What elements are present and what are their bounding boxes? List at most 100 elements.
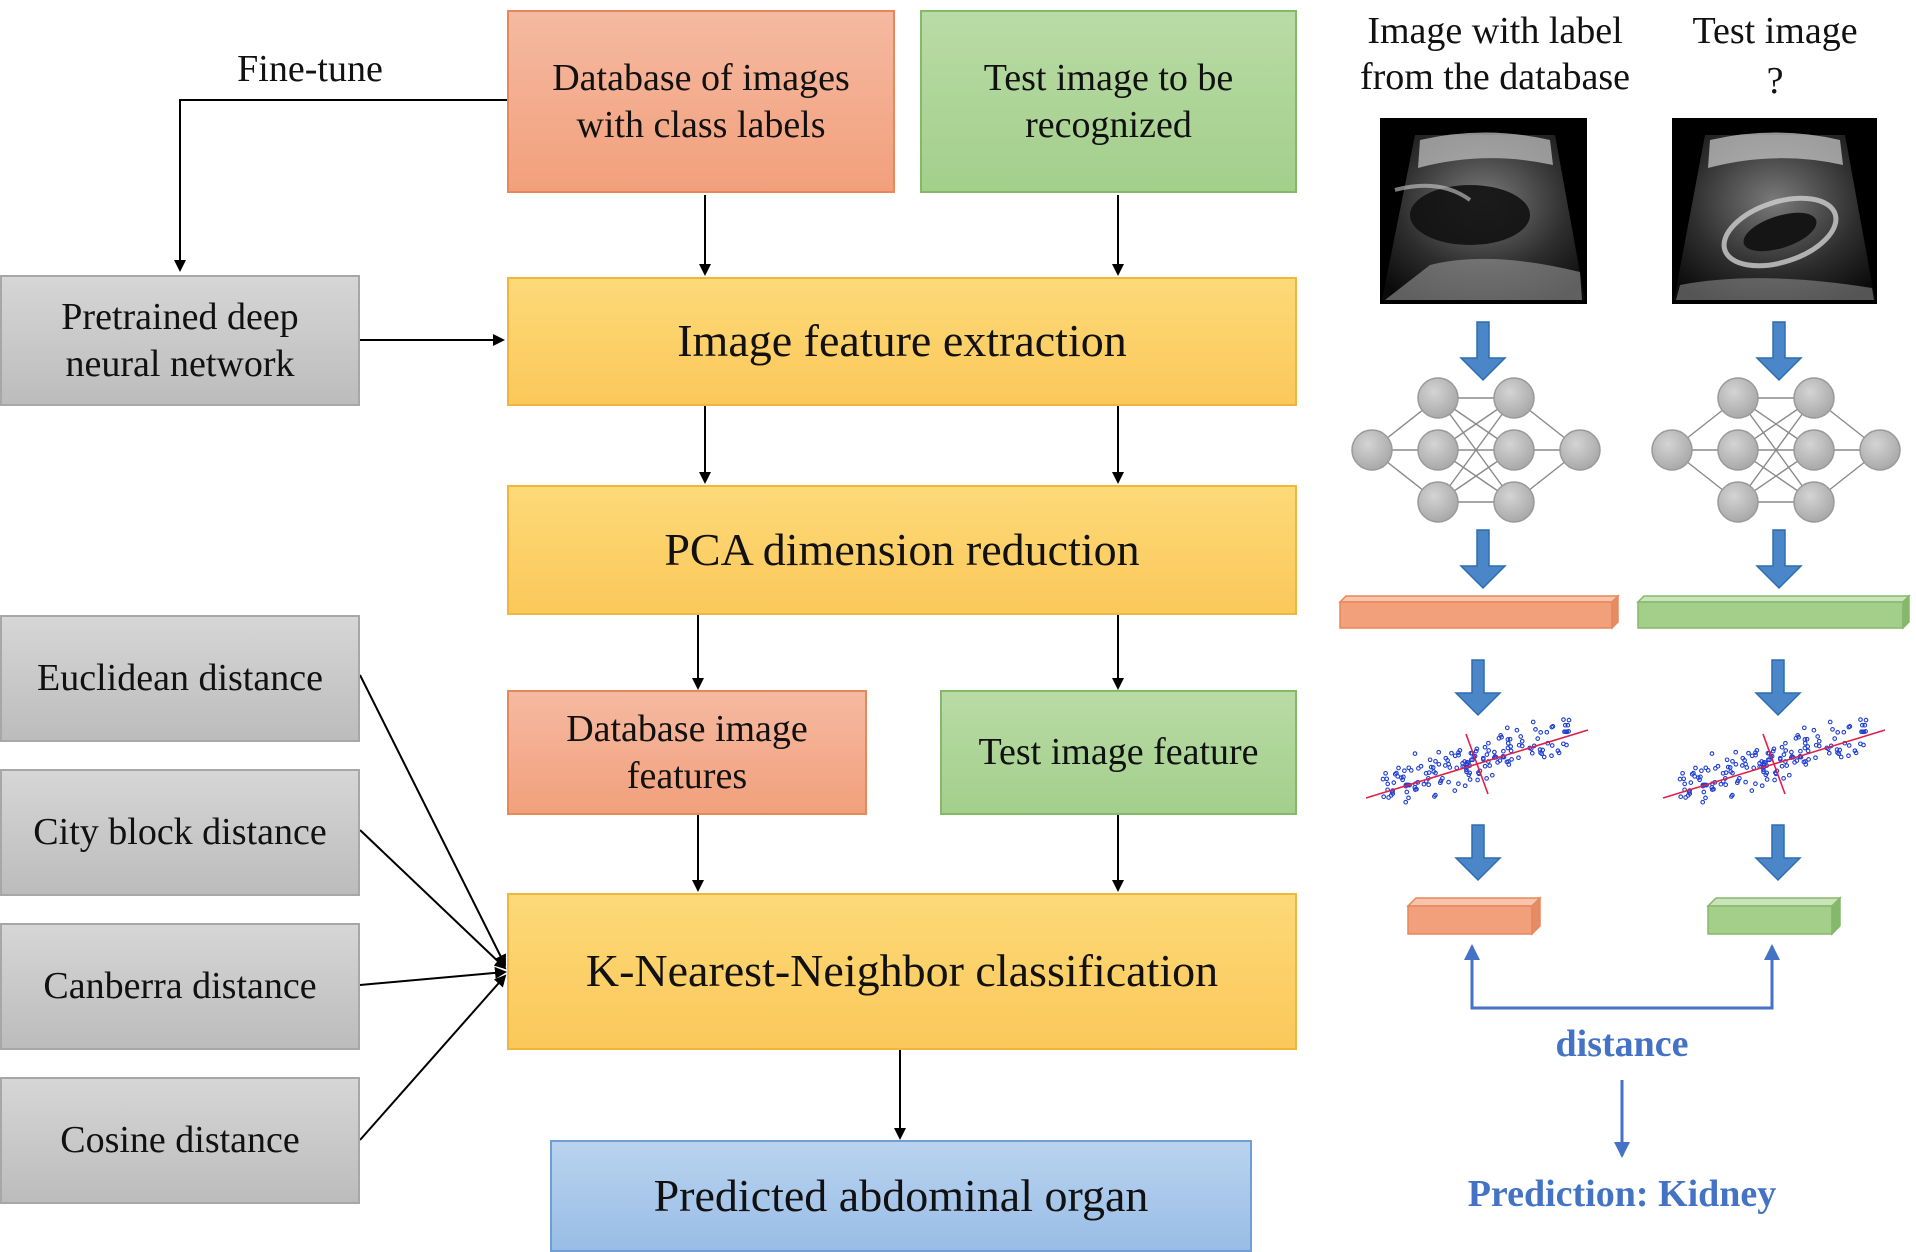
neuron-node [1717,429,1759,471]
scatter-point [1383,770,1388,776]
scatter-point [1555,748,1561,754]
scatter-point [1804,736,1810,742]
scatter-point [1723,782,1729,788]
scatter-point [1772,777,1777,783]
scatter-point [1403,799,1409,805]
right-panel-right-header-mark: ? [1766,60,1784,102]
neuron-node [1859,429,1901,471]
scatter-point [1464,769,1469,775]
scatter-point [1709,751,1715,756]
scatter-point [1408,768,1414,773]
scatter-point [1746,750,1751,756]
blue-down-arrow [1755,529,1803,590]
scatter-point [1784,763,1790,768]
scatter-point [1549,753,1554,759]
scatter-point [1770,748,1776,754]
scatter-point [1533,727,1538,732]
scatter-point [1394,770,1399,776]
blue-down-arrow [1754,659,1802,717]
scatter-point [1759,759,1764,764]
scatter-point [1456,781,1461,787]
scatter-point [1507,736,1513,742]
scatter-point [1566,729,1571,734]
scatter-point [1742,758,1747,763]
scatter-point [1456,750,1461,755]
test-feature-vector-long [1636,594,1911,630]
scatter-point [1433,770,1438,776]
scatter-point [1508,748,1514,754]
scatter-point [1727,765,1733,770]
scatter-point [1514,727,1520,733]
scatter-point [1737,775,1742,781]
right-panel-left-header: Image with label from the database [1359,10,1631,99]
scatter-point [1561,741,1566,747]
scatter-point [1691,770,1696,776]
scatter-point [1859,722,1865,728]
scatter-point [1701,789,1707,795]
database-ultrasound-image [1380,118,1587,304]
scatter-point [1835,730,1841,735]
scatter-point [1734,780,1740,786]
scatter-point [1482,744,1488,750]
neuron-node [1417,481,1459,523]
scatter-point [1423,770,1429,776]
distance-label: distance [1555,1023,1689,1065]
scatter-point [1739,763,1745,768]
scatter-point [1862,722,1868,728]
scatter-point [1561,717,1566,722]
scatter-point [1685,793,1691,798]
scatter-point [1421,781,1427,787]
test-ultrasound-image [1672,118,1877,304]
arrow-cosine-to-knn [359,974,507,1141]
scatter-point [1519,743,1525,749]
scatter-point [1827,719,1833,725]
test-image-box: Test image to be recognized [920,10,1297,193]
scatter-point [1783,740,1788,746]
scatter-point [1456,752,1461,758]
scatter-point [1767,757,1772,763]
scatter-point [1427,757,1433,763]
scatter-point [1830,727,1835,732]
scatter-point [1724,757,1730,763]
scatter-point [1452,788,1458,793]
scatter-point [1436,761,1442,767]
neuron-node [1351,429,1393,471]
scatter-point [1418,763,1424,769]
scatter-point [1466,772,1472,778]
scatter-point [1430,765,1436,770]
scatter-point [1381,794,1387,800]
scatter-point [1832,736,1838,741]
scatter-point [1486,748,1492,753]
scatter-point [1445,758,1450,763]
scatter-point [1705,768,1711,773]
neuron-node [1559,429,1601,471]
scatter-point [1475,777,1480,783]
scatter-point [1730,770,1735,776]
arrow-finetune [174,99,507,272]
scatter-point [1733,749,1739,755]
scatter-point [1841,729,1847,735]
scatter-point [1725,764,1731,770]
scatter-point [1464,759,1470,765]
scatter-point [1693,765,1698,771]
scatter-point [1777,755,1783,761]
scatter-point [1802,740,1808,746]
scatter-point [1730,792,1735,798]
scatter-point [1530,719,1536,725]
scatter-point [1497,758,1503,763]
scatter-point [1696,775,1701,780]
scatter-point [1730,758,1735,764]
scatter-point [1781,776,1786,781]
neuron-node [1717,377,1759,419]
scatter-point [1816,738,1822,744]
scatter-point [1462,759,1467,764]
distance-bracket [1470,950,1774,1010]
pca-box: PCA dimension reduction [507,485,1297,615]
scatter-point [1470,757,1475,763]
scatter-point [1433,758,1438,764]
scatter-point [1801,725,1807,731]
scatter-point [1720,770,1726,776]
scatter-point [1474,746,1480,752]
test-feature-vector-short [1706,896,1842,936]
